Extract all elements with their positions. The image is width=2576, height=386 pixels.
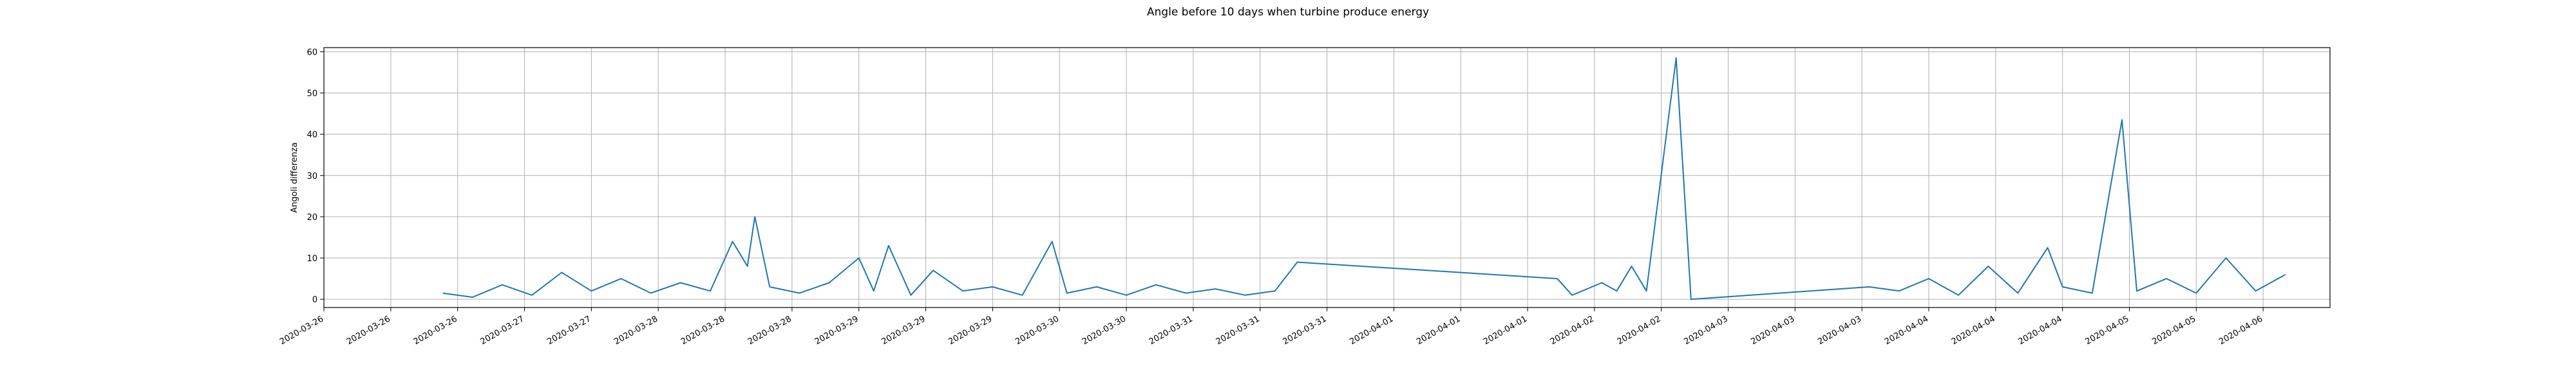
chart-title: Angle before 10 days when turbine produc… (1147, 6, 1429, 19)
y-tick-label: 40 (307, 131, 317, 140)
x-tick-label: 2020-04-05 (2084, 314, 2131, 347)
x-tick-label: 2020-04-04 (1950, 314, 1997, 347)
x-tick-label: 2020-03-31 (1215, 314, 1262, 347)
x-tick-label: 2020-03-31 (1148, 314, 1195, 347)
x-tick-label: 2020-03-27 (545, 314, 592, 347)
x-tick-label: 2020-03-28 (746, 314, 793, 347)
x-tick-label: 2020-04-01 (1482, 314, 1529, 347)
y-tick-labels: 0 10 20 30 40 50 60 (307, 48, 317, 305)
y-tick-label: 60 (307, 48, 317, 57)
axes (320, 47, 2331, 311)
x-tick-label: 2020-03-28 (679, 314, 726, 347)
y-tick-label: 0 (312, 295, 317, 305)
x-tick-label: 2020-04-02 (1549, 314, 1596, 347)
x-tick-label: 2020-03-28 (612, 314, 659, 347)
x-tick-label: 2020-04-05 (2150, 314, 2197, 347)
x-tick-label: 2020-03-29 (813, 314, 860, 347)
x-tick-label: 2020-03-29 (880, 314, 927, 347)
plot-frame (323, 47, 2331, 308)
y-tick-label: 10 (307, 254, 317, 264)
x-tick-label: 2020-03-27 (479, 314, 526, 347)
y-tick-label: 50 (307, 89, 317, 99)
x-tick-label: 2020-04-03 (1816, 314, 1863, 347)
x-tick-label: 2020-03-26 (345, 314, 392, 347)
x-tick-label: 2020-03-26 (278, 314, 325, 347)
x-tick-label: 2020-04-02 (1616, 314, 1663, 347)
x-tick-label: 2020-04-03 (1749, 314, 1796, 347)
x-tick-label: 2020-04-06 (2217, 314, 2264, 347)
x-tick-label: 2020-03-30 (1081, 314, 1128, 347)
x-tick-label: 2020-04-04 (1883, 314, 1930, 347)
x-tick-label: 2020-03-26 (412, 314, 459, 347)
x-tick-label: 2020-04-01 (1348, 314, 1395, 347)
x-tick-label: 2020-03-30 (1014, 314, 1061, 347)
y-axis-label: Angoli differenza (290, 142, 299, 213)
x-tick-label: 2020-03-29 (947, 314, 994, 347)
x-tick-label: 2020-03-31 (1282, 314, 1329, 347)
x-tick-labels: 2020-03-26 2020-03-26 2020-03-26 2020-03-27… (278, 314, 2264, 347)
grid-lines (323, 48, 2330, 308)
y-tick-label: 30 (307, 172, 317, 181)
x-tick-label: 2020-04-03 (1683, 314, 1730, 347)
series-layer (442, 57, 2286, 300)
series-line (442, 57, 2286, 300)
y-tick-label: 20 (307, 213, 317, 223)
x-tick-label: 2020-04-04 (2017, 314, 2064, 347)
x-tick-label: 2020-04-01 (1415, 314, 1462, 347)
